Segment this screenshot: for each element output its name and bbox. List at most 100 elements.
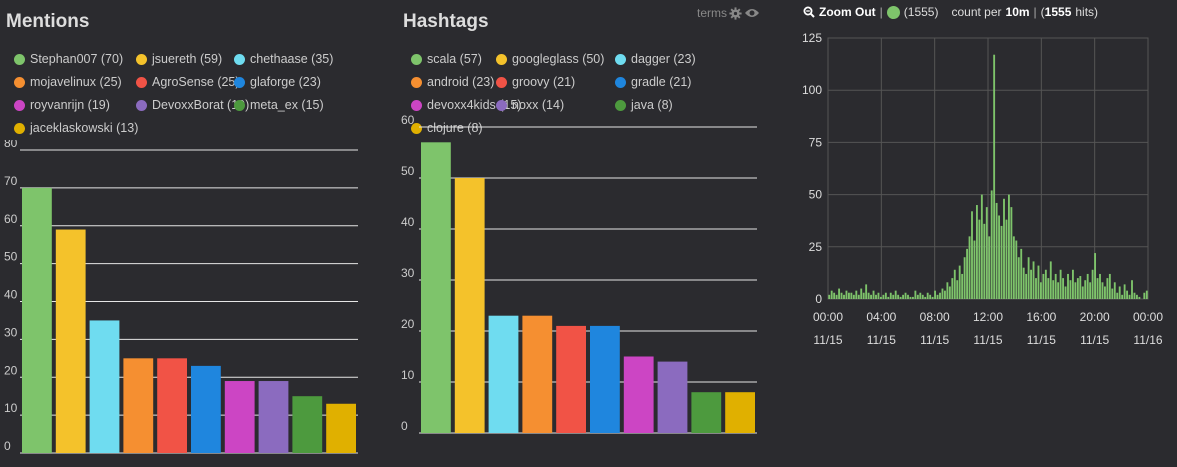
legend-item[interactable]: meta_ex (15) xyxy=(234,98,324,112)
histogram-bar[interactable] xyxy=(951,278,954,299)
bar[interactable] xyxy=(89,320,120,453)
histogram-bar[interactable] xyxy=(943,290,946,299)
histogram-bar[interactable] xyxy=(870,294,873,299)
histogram-bar[interactable] xyxy=(980,194,983,299)
histogram-bar[interactable] xyxy=(889,292,892,299)
histogram-bar[interactable] xyxy=(845,290,848,299)
legend-item[interactable]: jaceklaskowski (13) xyxy=(14,121,138,135)
histogram-bar[interactable] xyxy=(1030,269,1033,299)
legend-item[interactable]: gradle (21) xyxy=(615,75,691,89)
histogram-bar[interactable] xyxy=(1069,280,1072,299)
bar[interactable] xyxy=(292,396,323,453)
histogram-bar[interactable] xyxy=(830,290,833,299)
histogram-bar[interactable] xyxy=(1101,282,1104,299)
histogram-bar[interactable] xyxy=(1094,253,1097,299)
histogram-bar[interactable] xyxy=(1138,296,1141,299)
histogram-bar[interactable] xyxy=(1145,290,1148,299)
histogram-bar[interactable] xyxy=(904,292,907,299)
histogram-bar[interactable] xyxy=(1003,198,1005,299)
bar[interactable] xyxy=(725,392,755,433)
histogram-bar[interactable] xyxy=(975,205,978,299)
legend-item[interactable]: DevoxxBorat (19) xyxy=(136,98,249,112)
bar[interactable] xyxy=(123,358,154,453)
bar[interactable] xyxy=(326,403,356,453)
histogram-bar[interactable] xyxy=(946,282,949,299)
histogram-bar[interactable] xyxy=(1091,269,1094,299)
legend-item[interactable]: scala (57) xyxy=(411,52,482,66)
histogram-bar[interactable] xyxy=(852,294,855,299)
histogram-bar[interactable] xyxy=(879,296,882,299)
histogram-bar[interactable] xyxy=(978,219,981,299)
histogram-bar[interactable] xyxy=(911,296,914,299)
legend-item[interactable]: AgroSense (25) xyxy=(136,75,240,89)
legend-item[interactable]: groovy (21) xyxy=(496,75,575,89)
histogram-bar[interactable] xyxy=(1076,278,1079,299)
histogram-bar[interactable] xyxy=(1000,225,1003,299)
histogram-bar[interactable] xyxy=(1074,282,1077,299)
histogram-bar[interactable] xyxy=(1131,280,1133,299)
histogram-bar[interactable] xyxy=(973,240,976,299)
bar[interactable] xyxy=(522,315,553,433)
legend-item[interactable]: android (23) xyxy=(411,75,494,89)
histogram-bar[interactable] xyxy=(924,296,927,299)
histogram-bar[interactable] xyxy=(1096,278,1099,299)
histogram-bar[interactable] xyxy=(1123,284,1126,299)
bar[interactable] xyxy=(258,381,289,453)
bar[interactable] xyxy=(224,381,255,453)
bar[interactable] xyxy=(590,325,620,433)
histogram-bar[interactable] xyxy=(983,223,986,299)
bar[interactable] xyxy=(22,187,52,453)
legend-item[interactable]: dagger (23) xyxy=(615,52,696,66)
histogram-bar[interactable] xyxy=(998,215,1001,299)
histogram-bar[interactable] xyxy=(1044,269,1047,299)
histogram-bar[interactable] xyxy=(931,296,934,299)
histogram-bar[interactable] xyxy=(1079,276,1082,299)
legend-item[interactable]: glaforge (23) xyxy=(234,75,321,89)
histogram-bar[interactable] xyxy=(1103,286,1106,299)
histogram-bar[interactable] xyxy=(1089,282,1092,299)
histogram-bar[interactable] xyxy=(1116,292,1119,299)
histogram-bar[interactable] xyxy=(857,294,860,299)
histogram-bar[interactable] xyxy=(1128,294,1131,299)
legend-item[interactable]: chethaase (35) xyxy=(234,52,333,66)
histogram-bar[interactable] xyxy=(897,294,900,299)
legend-item[interactable]: Stephan007 (70) xyxy=(14,52,123,66)
bar[interactable] xyxy=(421,142,451,434)
histogram-bar[interactable] xyxy=(855,290,858,299)
histogram-bar[interactable] xyxy=(892,294,895,299)
histogram-bar[interactable] xyxy=(1133,292,1136,299)
histogram-bar[interactable] xyxy=(1126,290,1129,299)
histogram-bar[interactable] xyxy=(941,288,944,299)
bar[interactable] xyxy=(556,325,586,433)
histogram-bar[interactable] xyxy=(860,288,863,299)
histogram-bar[interactable] xyxy=(1106,278,1109,299)
histogram-bar[interactable] xyxy=(1049,261,1052,299)
histogram-chart[interactable]: 0 25 50 75 100 125 00:00 11/15 04:00 11/15 08:00 11… xyxy=(790,28,1170,348)
histogram-bar[interactable] xyxy=(1081,286,1084,299)
histogram-bar[interactable] xyxy=(1086,273,1089,299)
histogram-bar[interactable] xyxy=(1007,194,1010,299)
histogram-bar[interactable] xyxy=(1015,240,1018,299)
bar[interactable] xyxy=(191,365,221,453)
histogram-bar[interactable] xyxy=(956,280,959,299)
eye-icon[interactable] xyxy=(744,7,760,19)
histogram-bar[interactable] xyxy=(899,296,902,299)
bar[interactable] xyxy=(657,361,688,433)
histogram-bar[interactable] xyxy=(847,292,850,299)
histogram-bar[interactable] xyxy=(926,292,929,299)
histogram-bar[interactable] xyxy=(990,190,993,299)
histogram-bar[interactable] xyxy=(865,284,868,299)
histogram-bar[interactable] xyxy=(1064,286,1067,299)
bar[interactable] xyxy=(623,356,654,434)
histogram-bar[interactable] xyxy=(1022,267,1025,299)
histogram-bar[interactable] xyxy=(828,294,831,299)
histogram-bar[interactable] xyxy=(838,288,841,299)
zoom-out-link[interactable]: Zoom Out xyxy=(803,5,876,19)
histogram-bar[interactable] xyxy=(1052,280,1055,299)
histogram-bar[interactable] xyxy=(877,292,880,299)
bar[interactable] xyxy=(157,358,187,453)
histogram-bar[interactable] xyxy=(919,292,922,299)
bar[interactable] xyxy=(691,392,722,433)
histogram-bar[interactable] xyxy=(988,236,991,299)
histogram-bar[interactable] xyxy=(963,257,966,299)
